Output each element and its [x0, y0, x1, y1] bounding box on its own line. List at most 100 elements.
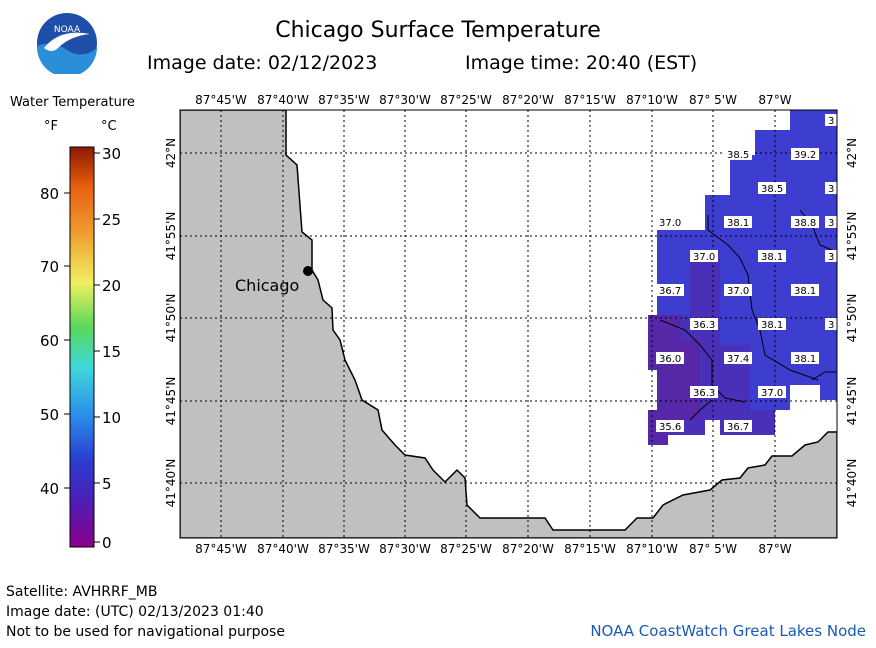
svg-text:38.1: 38.1 — [761, 320, 783, 331]
temp-label-r7c2: 38.1 — [758, 318, 786, 331]
svg-text:3: 3 — [828, 116, 834, 127]
lon-labels-bottom: 87°45'W 87°40'W 87°35'W 87°30'W 87°25'W … — [195, 542, 792, 556]
c-tick-label: 5 — [102, 475, 112, 493]
lon-label: 87°45'W — [195, 93, 247, 107]
lat-label: 42°N — [845, 138, 859, 168]
svg-text:38.5: 38.5 — [727, 150, 749, 161]
temp-label-r8c1: 36.0 — [656, 352, 684, 365]
lon-label: 87°45'W — [195, 542, 247, 556]
lon-label: 87°30'W — [379, 542, 431, 556]
lat-label: 41°55'N — [164, 212, 178, 261]
lon-label: 87°20'W — [502, 542, 554, 556]
svg-text:37.0: 37.0 — [727, 286, 749, 297]
legend-title: Water Temperature — [10, 95, 135, 110]
temperature-labels: 3 38.5 39.2 38.5 3 37.0 38.1 38.8 3 37.0… — [656, 114, 837, 433]
c-tick-label: 15 — [102, 343, 121, 361]
lon-label: 87°10'W — [626, 93, 678, 107]
lat-label: 41°50'N — [845, 294, 859, 343]
lon-labels-top: 87°45'W 87°40'W 87°35'W 87°30'W 87°25'W … — [195, 93, 792, 107]
graticule — [180, 110, 837, 538]
credit-label: NOAA CoastWatch Great Lakes Node — [590, 622, 866, 640]
lon-label: 87° 5'W — [689, 542, 737, 556]
svg-text:36.7: 36.7 — [659, 286, 681, 297]
lat-label: 42°N — [164, 138, 178, 168]
colorbar — [69, 146, 95, 548]
lon-label: 87°30'W — [379, 93, 431, 107]
svg-text:36.3: 36.3 — [693, 388, 715, 399]
svg-text:38.1: 38.1 — [794, 354, 816, 365]
svg-text:38.1: 38.1 — [727, 218, 749, 229]
temp-label-r7c1: 36.3 — [690, 318, 718, 331]
svg-text:38.1: 38.1 — [794, 286, 816, 297]
c-tick-label: 10 — [102, 409, 121, 427]
c-tick-label: 20 — [102, 277, 121, 295]
temp-label-r7c3: 3 — [825, 318, 837, 331]
lat-label: 41°40'N — [845, 459, 859, 508]
logo-text: NOAA — [54, 25, 81, 35]
temp-label-r1c1: 3 — [825, 114, 837, 127]
temp-label-r2c2: 39.2 — [791, 148, 819, 161]
satellite-label: Satellite: AVHRRF_MB — [6, 584, 158, 600]
c-tick-label: 30 — [102, 145, 121, 163]
lon-label: 87°20'W — [502, 93, 554, 107]
lon-label: 87°W — [758, 93, 791, 107]
temp-label-r4c4: 3 — [825, 216, 837, 229]
f-tick-label: 70 — [40, 258, 59, 276]
temperature-field — [648, 110, 837, 445]
colorbar-ticks — [64, 152, 100, 543]
lat-label: 41°45'N — [845, 377, 859, 426]
f-tick-label: 50 — [40, 406, 59, 424]
lon-label: 87°W — [758, 542, 791, 556]
lat-label: 41°55'N — [845, 212, 859, 261]
temp-label-r4c2: 38.1 — [724, 216, 752, 229]
svg-text:3: 3 — [828, 184, 834, 195]
svg-text:38.5: 38.5 — [761, 184, 783, 195]
lon-label: 87°35'W — [318, 542, 370, 556]
noaa-logo: NOAA — [36, 13, 97, 74]
lon-label: 87°25'W — [440, 542, 492, 556]
lon-label: 87° 5'W — [689, 93, 737, 107]
svg-text:3: 3 — [828, 252, 834, 263]
svg-text:37.0: 37.0 — [693, 252, 715, 263]
svg-text:37.4: 37.4 — [727, 354, 749, 365]
temp-label-r8c2: 37.4 — [724, 352, 752, 365]
lon-label: 87°10'W — [626, 542, 678, 556]
colorbar-f-labels: 80 70 60 50 40 — [40, 185, 59, 498]
svg-text:35.6: 35.6 — [659, 422, 681, 433]
lat-label: 41°45'N — [164, 377, 178, 426]
f-tick-label: 80 — [40, 185, 59, 203]
lon-label: 87°15'W — [564, 542, 616, 556]
temp-label-r8c3: 38.1 — [791, 352, 819, 365]
temp-label-r3c1: 38.5 — [758, 182, 786, 195]
unit-fahrenheit: °F — [44, 119, 58, 134]
f-tick-label: 40 — [40, 480, 59, 498]
lon-label: 87°25'W — [440, 93, 492, 107]
f-tick-label: 60 — [40, 332, 59, 350]
c-tick-label: 25 — [102, 211, 121, 229]
temp-label-r5c2: 38.1 — [758, 250, 786, 263]
svg-text:38.8: 38.8 — [794, 218, 816, 229]
svg-text:36.7: 36.7 — [727, 422, 749, 433]
utc-date-label: Image date: (UTC) 02/13/2023 01:40 — [6, 604, 264, 620]
colorbar-c-labels: 30 25 20 15 10 5 0 — [102, 145, 121, 552]
temp-label-r5c3: 3 — [825, 250, 837, 263]
image-time-label: Image time: 20:40 (EST) — [465, 52, 698, 74]
image-date-label: Image date: 02/12/2023 — [147, 52, 378, 74]
temp-label-r5c1: 37.0 — [690, 250, 718, 263]
svg-text:37.0: 37.0 — [659, 218, 681, 229]
lat-labels-left: 42°N 41°55'N 41°50'N 41°45'N 41°40'N — [164, 138, 178, 508]
lat-labels-right: 42°N 41°55'N 41°50'N 41°45'N 41°40'N — [845, 138, 859, 508]
disclaimer-label: Not to be used for navigational purpose — [6, 624, 285, 640]
temp-label-r10c1: 35.6 — [656, 420, 684, 433]
svg-text:39.2: 39.2 — [794, 150, 816, 161]
lon-label: 87°35'W — [318, 93, 370, 107]
footer-info: Satellite: AVHRRF_MB Image date: (UTC) 0… — [6, 582, 285, 642]
c-tick-label: 0 — [102, 534, 112, 552]
temp-label-r3c2: 3 — [825, 182, 837, 195]
temp-label-r9c2: 37.0 — [758, 386, 786, 399]
svg-text:3: 3 — [828, 218, 834, 229]
temp-label-r6c1: 36.7 — [656, 284, 684, 297]
svg-text:3: 3 — [828, 320, 834, 331]
lon-label: 87°40'W — [257, 542, 309, 556]
lon-label: 87°40'W — [257, 93, 309, 107]
